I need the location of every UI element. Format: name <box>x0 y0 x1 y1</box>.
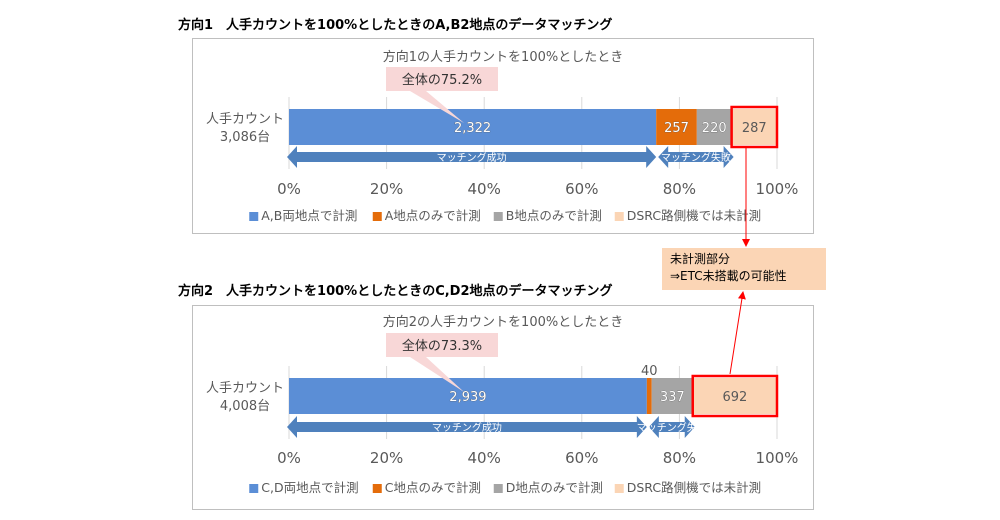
tick-label: 40% <box>468 449 501 467</box>
annotation-text: 全体の73.3% <box>402 338 482 354</box>
data-label: 337 <box>660 390 685 405</box>
category-count: 4,008台 <box>220 399 270 414</box>
match-fail-arrow-label: マッチング失敗 <box>661 151 731 164</box>
section-title-2: 方向2 人手カウントを100%としたときのC,D2地点のデータマッチング <box>178 284 613 299</box>
annotation-box <box>386 333 498 357</box>
annotation-text: 全体の75.2% <box>402 72 482 88</box>
bar-segment <box>696 109 732 145</box>
chart-panel-2: 方向2の人手カウントを100%としたとき人手カウント 4,008台 2,939 40 3… <box>192 305 814 510</box>
legend-label: C地点のみで計測 <box>385 480 481 495</box>
bar-segment <box>692 378 777 414</box>
legend-swatch <box>493 484 503 493</box>
match-fail-arrow <box>648 416 695 438</box>
category-label: 人手カウント <box>206 112 284 127</box>
data-label: 40 <box>641 364 658 379</box>
chart-panel-1: 方向1の人手カウントを100%としたとき人手カウント 3,086台 2,322 257… <box>192 38 814 234</box>
match-success-arrow <box>287 416 647 438</box>
callout-line-2: ⇒ETC未搭載の可能性 <box>670 269 787 283</box>
legend-label: C,D両地点で計測 <box>261 480 358 495</box>
legend-swatch <box>614 212 624 221</box>
match-success-arrow-label: マッチング成功 <box>432 421 502 434</box>
legend-swatch <box>493 212 503 221</box>
section-title-1: 方向1 人手カウントを100%としたときのA,B2地点のデータマッチング <box>178 18 613 33</box>
callout-box: 未計測部分 ⇒ETC未搭載の可能性 <box>662 248 826 290</box>
match-success-arrow <box>287 146 657 168</box>
legend: C,D両地点で計測 C地点のみで計測 D地点のみで計測 DSRC路側機では未計測 <box>249 480 761 495</box>
tick-label: 20% <box>370 449 403 467</box>
legend-swatch <box>372 212 382 221</box>
data-label: 220 <box>702 121 727 136</box>
unmeasured-highlight-box <box>691 374 779 418</box>
data-label: 2,939 <box>449 390 486 405</box>
legend-label: DSRC路側機では未計測 <box>627 208 761 223</box>
tick-label: 40% <box>468 180 501 198</box>
tick-label: 0% <box>277 180 301 198</box>
match-fail-arrow <box>658 146 734 168</box>
tick-label: 80% <box>663 180 696 198</box>
legend-label: B地点のみで計測 <box>506 208 602 223</box>
bar-segment <box>656 109 697 145</box>
tick-label: 60% <box>565 180 598 198</box>
bar-segment <box>646 378 652 414</box>
match-fail-arrow-label: マッチング失敗 <box>637 421 707 434</box>
tick-label: 100% <box>756 449 799 467</box>
bar-segment <box>289 109 657 145</box>
bar-segment <box>651 378 693 414</box>
annotation-pointer <box>410 91 464 123</box>
bar-segment <box>731 109 777 145</box>
legend-label: A地点のみで計測 <box>385 208 481 223</box>
bar-segment <box>289 378 647 414</box>
legend-label: A,B両地点で計測 <box>261 208 357 223</box>
data-label: 257 <box>664 121 689 136</box>
data-label: 287 <box>742 121 767 136</box>
annotation-pointer <box>410 357 464 392</box>
tick-label: 60% <box>565 449 598 467</box>
category-count: 3,086台 <box>220 130 270 145</box>
callout-line-1: 未計測部分 <box>670 252 731 266</box>
tick-label: 80% <box>663 449 696 467</box>
legend-label: D地点のみで計測 <box>506 480 603 495</box>
chart-title: 方向2の人手カウントを100%としたとき <box>383 314 623 330</box>
tick-label: 0% <box>277 449 301 467</box>
legend-swatch <box>614 484 624 493</box>
legend-swatch <box>372 484 382 493</box>
legend-swatch <box>249 212 259 221</box>
annotation-box <box>386 67 498 91</box>
match-success-arrow-label: マッチング成功 <box>437 151 507 164</box>
unmeasured-highlight-box <box>730 105 779 149</box>
chart-title: 方向1の人手カウントを100%としたとき <box>383 49 623 65</box>
tick-label: 20% <box>370 180 403 198</box>
data-label: 692 <box>722 390 747 405</box>
data-label: 2,322 <box>454 121 491 136</box>
tick-label: 100% <box>756 180 799 198</box>
legend: A,B両地点で計測 A地点のみで計測 B地点のみで計測 DSRC路側機では未計測 <box>249 208 761 223</box>
category-label: 人手カウント <box>206 381 284 396</box>
legend-swatch <box>249 484 259 493</box>
legend-label: DSRC路側機では未計測 <box>627 480 761 495</box>
